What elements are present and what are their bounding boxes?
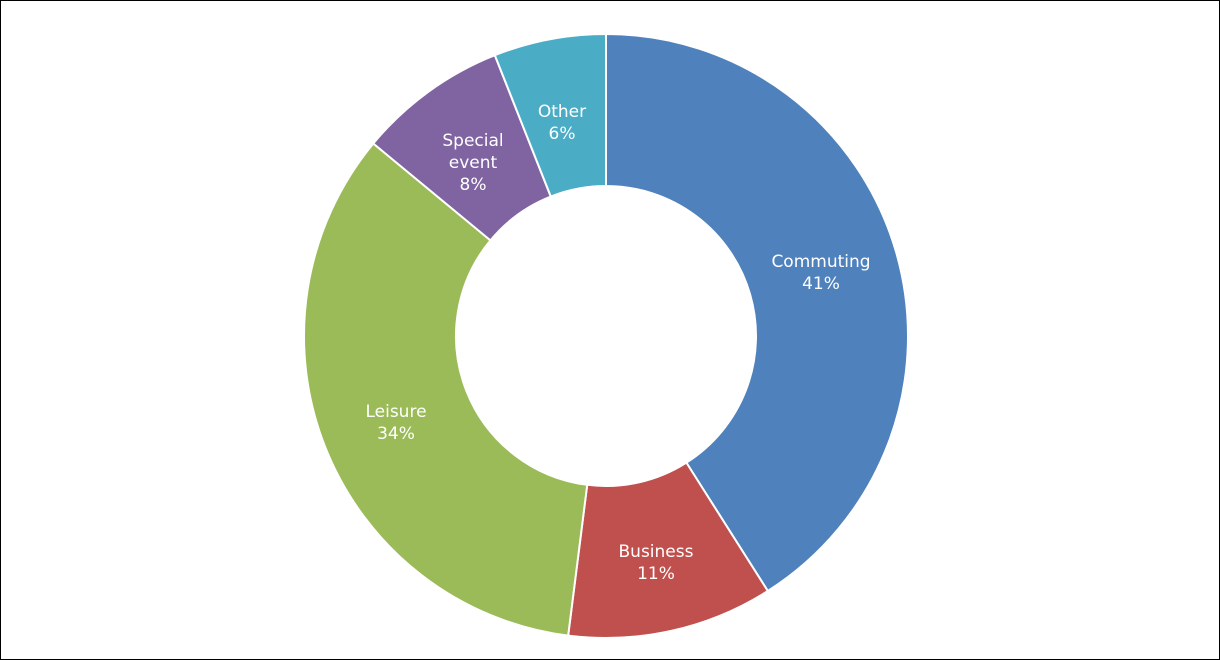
- data-label-other: Other 6%: [538, 102, 586, 144]
- slice-leisure: [303, 142, 589, 637]
- data-label-special-event: Special event 8%: [442, 131, 503, 195]
- data-label-leisure: Leisure 34%: [365, 402, 426, 444]
- donut-slices: [303, 32, 909, 639]
- data-label-commuting: Commuting 41%: [771, 252, 870, 294]
- donut-labels: Commuting 41% Business 11% Leisure 34% Special…: [365, 102, 870, 584]
- slice-other: [493, 32, 607, 198]
- slice-commuting: [605, 32, 909, 593]
- data-label-business: Business 11%: [619, 542, 694, 584]
